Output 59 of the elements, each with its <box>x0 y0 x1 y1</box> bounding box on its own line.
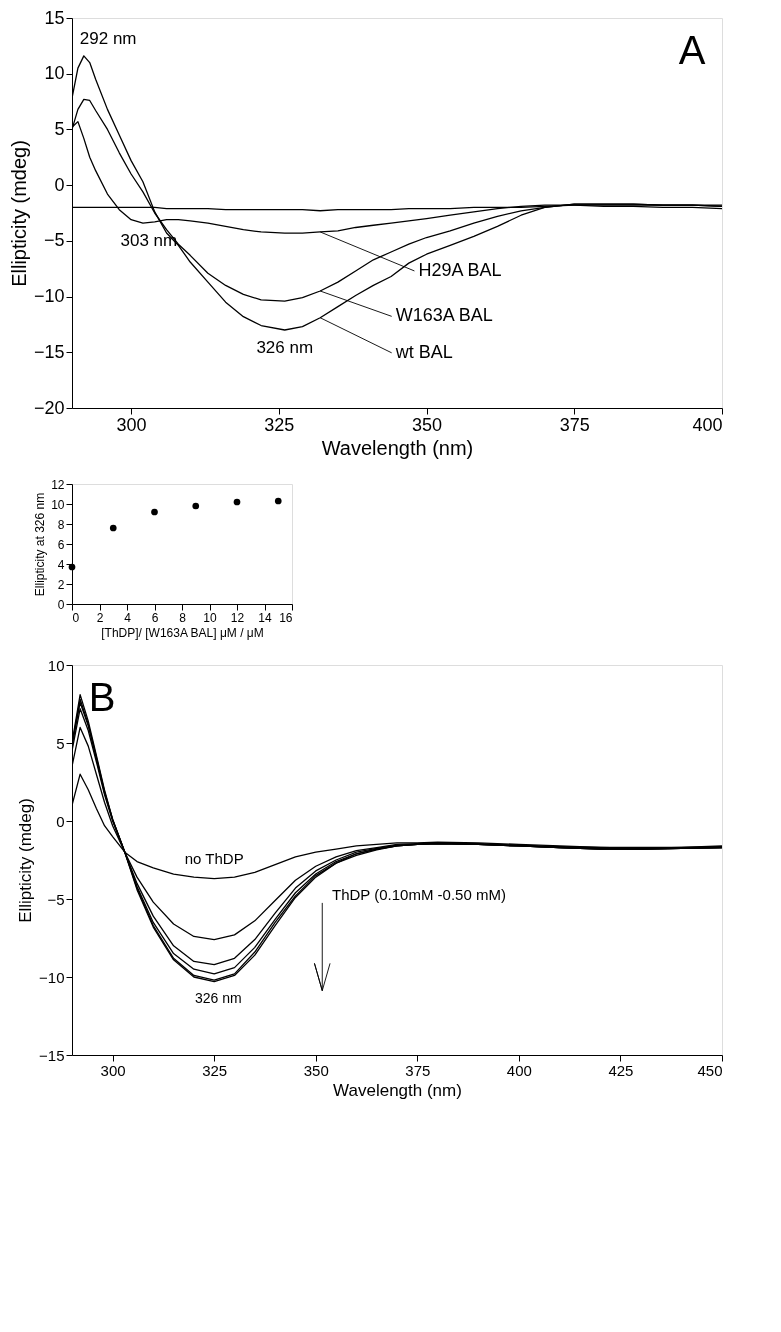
x-axis-title: Wavelength (nm) <box>321 436 474 459</box>
y-tick-label: 4 <box>57 557 65 572</box>
x-tick-label: 375 <box>405 1061 431 1079</box>
x-tick-label: 325 <box>264 414 295 435</box>
y-tick-label: 8 <box>57 517 65 532</box>
x-tick-label: 14 <box>258 610 272 625</box>
y-tick-label: 10 <box>44 63 65 84</box>
y-tick-label: 0 <box>56 812 65 830</box>
annotation: B <box>88 675 116 719</box>
legend-label: W163A BAL <box>395 305 493 326</box>
y-tick-label: −20 <box>33 397 65 418</box>
y-tick-label: −15 <box>39 1046 65 1064</box>
annotation: 326 nm <box>194 989 242 1006</box>
x-tick-label: 0 <box>72 610 80 625</box>
y-tick-label: −5 <box>43 230 65 251</box>
x-tick-label: 6 <box>151 610 159 625</box>
text: H29A BAL <box>418 259 502 280</box>
x-tick-label: 325 <box>202 1061 228 1079</box>
x-tick-label: 450 <box>697 1061 723 1079</box>
x-tick-label: 2 <box>96 610 104 625</box>
annotation: 303 nm <box>120 231 178 251</box>
x-tick-label: 300 <box>116 414 147 435</box>
y-tick-label: 10 <box>51 497 65 512</box>
annotation: 326 nm <box>256 338 314 357</box>
x-tick-label: 400 <box>506 1061 532 1079</box>
y-tick-label: −10 <box>33 286 65 307</box>
x-tick-label: 16 <box>279 610 293 625</box>
text: wt BAL <box>394 341 453 362</box>
x-axis-title: Wavelength (nm) <box>333 1080 462 1100</box>
y-tick-label: 12 <box>51 477 65 492</box>
annotation: ThDP (0.10mM -0.50 mM) <box>332 886 506 904</box>
annotation: 292 nm <box>79 28 137 48</box>
y-tick-label: 15 <box>44 7 65 28</box>
y-tick-label: −15 <box>33 341 65 362</box>
annotation: A <box>678 28 706 72</box>
x-tick-label: 12 <box>230 610 245 625</box>
x-axis-title: [ThDP]/ [W163A BAL] μM / μM <box>101 625 264 640</box>
x-tick-label: 350 <box>303 1061 329 1079</box>
y-tick-label: 6 <box>57 537 65 552</box>
x-tick-label: 400 <box>692 414 723 435</box>
y-tick-label: 5 <box>56 734 65 752</box>
y-axis-title: Ellipticity at 326 nm <box>33 492 48 597</box>
y-tick-label: 10 <box>47 656 65 674</box>
y-tick-label: −5 <box>47 890 65 908</box>
y-tick-label: 0 <box>57 597 65 612</box>
y-tick-label: −10 <box>39 968 65 986</box>
y-axis-title: Ellipticity (mdeg) <box>16 798 36 923</box>
x-tick-label: 425 <box>608 1061 634 1079</box>
x-tick-label: 375 <box>559 414 590 435</box>
x-tick-label: 350 <box>412 414 443 435</box>
x-tick-label: 4 <box>124 610 132 625</box>
y-tick-label: 2 <box>57 577 65 592</box>
x-tick-label: 300 <box>100 1061 126 1079</box>
y-axis-title: Ellipticity (mdeg) <box>7 140 30 287</box>
x-tick-label: 8 <box>179 610 187 625</box>
series-label: no ThDP <box>184 849 244 867</box>
y-tick-label: 5 <box>54 118 65 139</box>
y-tick-label: 0 <box>54 174 65 195</box>
x-tick-label: 10 <box>203 610 217 625</box>
